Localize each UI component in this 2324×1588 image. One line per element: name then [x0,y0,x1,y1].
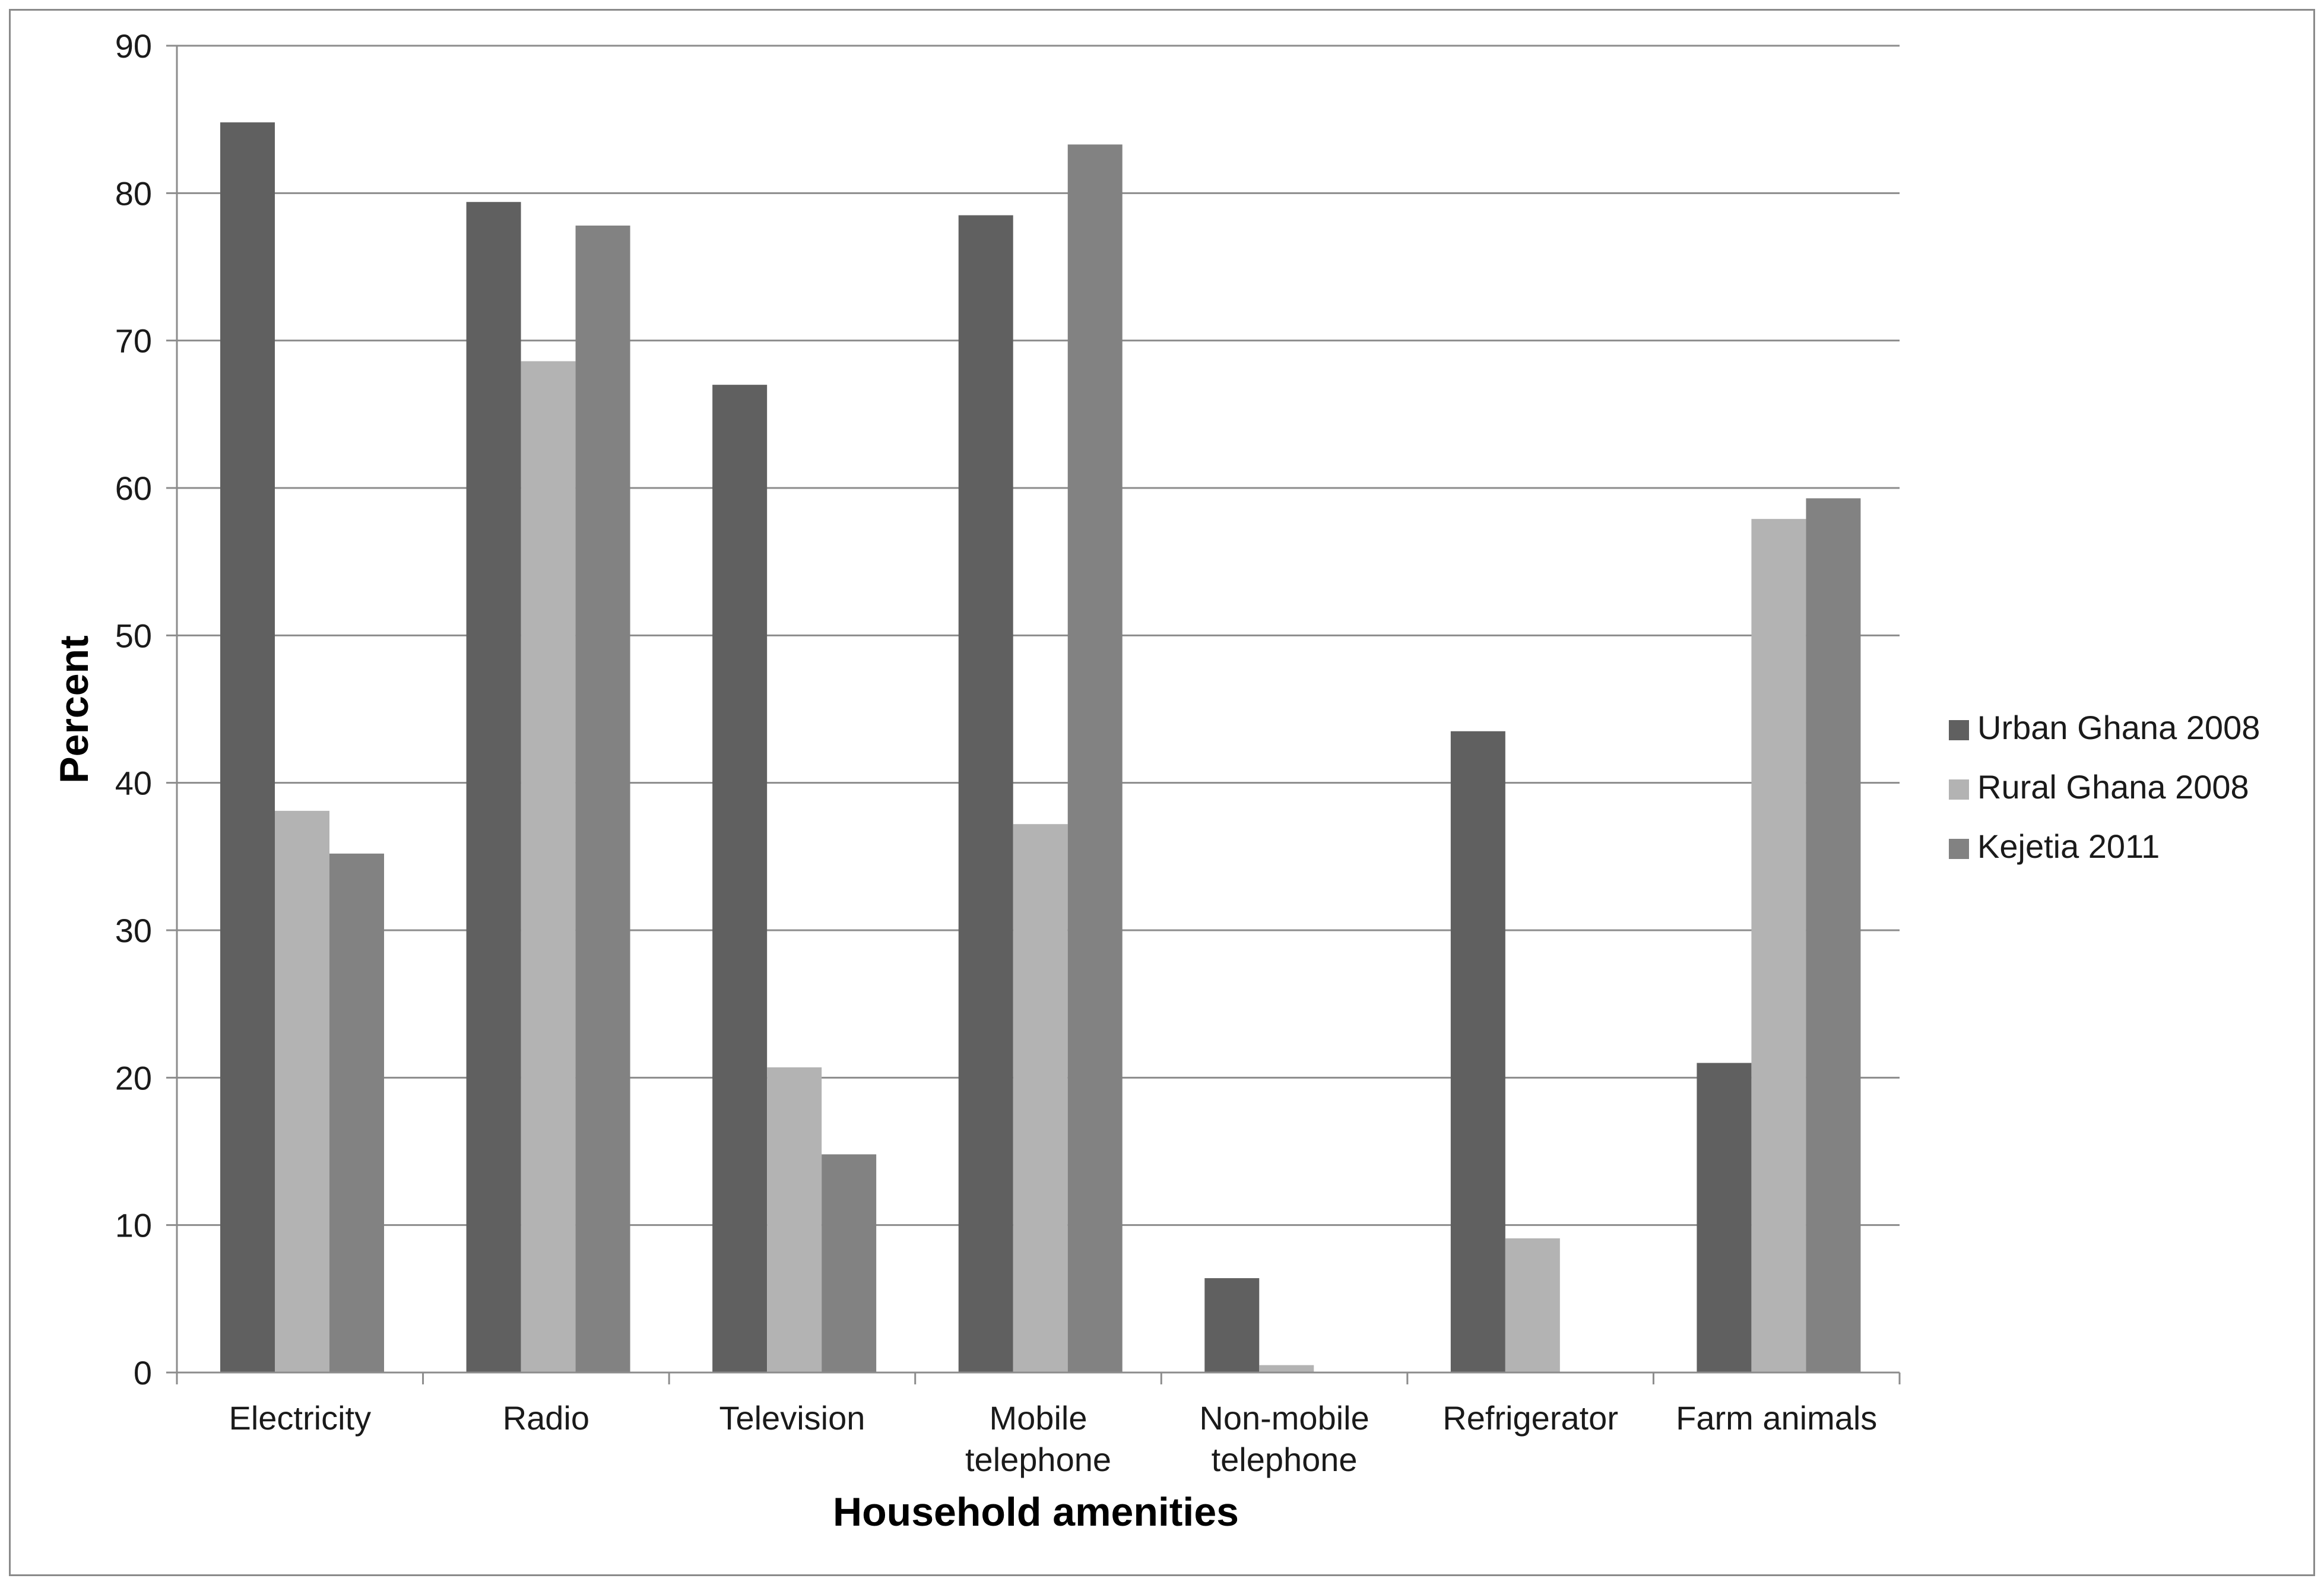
x-tick-label: Mobile [990,1399,1088,1437]
bar-1-6 [1450,731,1505,1373]
tick-labels: 0 10 20 30 40 50 60 70 80 90 Electricity Radio Telev… [115,27,1878,1478]
axes [166,45,1901,1384]
bar-3-1 [329,853,384,1373]
bar-3-3 [822,1154,877,1373]
y-tick-label: 80 [115,175,152,212]
x-axis-title: Household amenities [833,1489,1239,1535]
bar-1-3 [712,385,768,1373]
bar-2-2 [521,361,576,1373]
gridlines [177,45,1900,1226]
y-tick-label: 30 [115,912,152,949]
x-tick-label: Electricity [229,1399,371,1437]
x-tick-label: Radio [503,1399,589,1437]
chart-frame [9,9,2315,1576]
legend-label-2: Rural Ghana 2008 [1977,768,2249,806]
y-tick-label: 90 [115,27,152,65]
bar-3-4 [1067,144,1123,1373]
y-axis-title: Percent [52,635,97,783]
bars [220,122,1861,1373]
x-tick-label: Farm animals [1676,1399,1877,1437]
legend: Urban Ghana 2008 Rural Ghana 2008 Kejetia … [1949,709,2260,865]
x-tick-label: Refrigerator [1442,1399,1618,1437]
x-tick-label: telephone [1212,1441,1358,1478]
bar-1-7 [1697,1063,1752,1373]
legend-swatch-1 [1949,720,1969,740]
legend-swatch-2 [1949,779,1969,800]
legend-label-1: Urban Ghana 2008 [1977,709,2260,746]
bar-2-7 [1751,519,1806,1373]
bar-1-2 [466,202,521,1373]
legend-swatch-3 [1949,839,1969,859]
y-tick-label: 60 [115,470,152,507]
y-tick-label: 40 [115,765,152,802]
bar-2-6 [1505,1238,1560,1373]
x-tick-label: telephone [965,1441,1111,1478]
bar-1-4 [958,215,1013,1373]
y-tick-label: 70 [115,322,152,360]
bar-3-2 [575,225,630,1373]
x-tick-label: Television [719,1399,865,1437]
legend-label-3: Kejetia 2011 [1977,828,2160,865]
y-tick-label: 20 [115,1059,152,1096]
y-tick-label: 0 [134,1354,152,1392]
y-tick-label: 10 [115,1207,152,1244]
bar-2-5 [1259,1365,1314,1373]
x-tick-label: Non-mobile [1199,1399,1369,1437]
bar-2-4 [1013,824,1068,1373]
y-tick-label: 50 [115,617,152,654]
bar-3-7 [1806,498,1861,1373]
bar-2-1 [275,810,329,1373]
bar-2-3 [767,1067,822,1373]
bar-1-5 [1204,1278,1260,1373]
bar-1-1 [220,122,275,1373]
